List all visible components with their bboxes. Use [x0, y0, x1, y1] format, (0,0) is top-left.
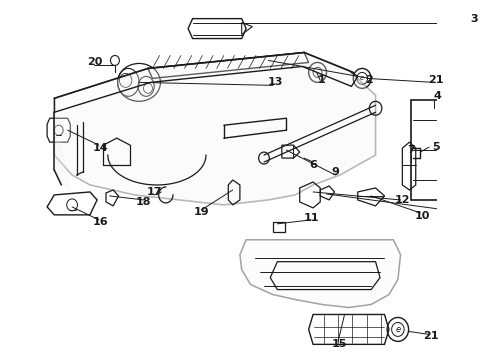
- Text: 13: 13: [267, 77, 283, 87]
- Text: e: e: [359, 75, 364, 81]
- Text: 8: 8: [487, 213, 488, 223]
- Text: 14: 14: [93, 143, 108, 153]
- Text: 20: 20: [86, 58, 102, 67]
- Text: e: e: [394, 325, 400, 334]
- Text: 10: 10: [413, 211, 429, 221]
- Text: 15: 15: [331, 339, 347, 349]
- Text: 12: 12: [394, 195, 409, 205]
- Text: 17: 17: [146, 187, 162, 197]
- Text: 11: 11: [303, 213, 318, 223]
- Polygon shape: [54, 53, 375, 205]
- Text: 2: 2: [365, 75, 372, 85]
- Text: 21: 21: [422, 332, 438, 341]
- Polygon shape: [240, 240, 400, 307]
- Text: 4: 4: [432, 91, 440, 101]
- Text: 19: 19: [193, 207, 209, 217]
- Text: 9: 9: [331, 167, 339, 177]
- Polygon shape: [54, 112, 72, 192]
- Text: 21: 21: [427, 75, 443, 85]
- Text: 6: 6: [308, 160, 316, 170]
- Text: 16: 16: [93, 217, 108, 227]
- Text: 18: 18: [136, 197, 151, 207]
- Text: 5: 5: [431, 142, 439, 152]
- Text: 3: 3: [469, 14, 477, 24]
- Text: 1: 1: [318, 75, 325, 85]
- Text: 7: 7: [407, 145, 414, 155]
